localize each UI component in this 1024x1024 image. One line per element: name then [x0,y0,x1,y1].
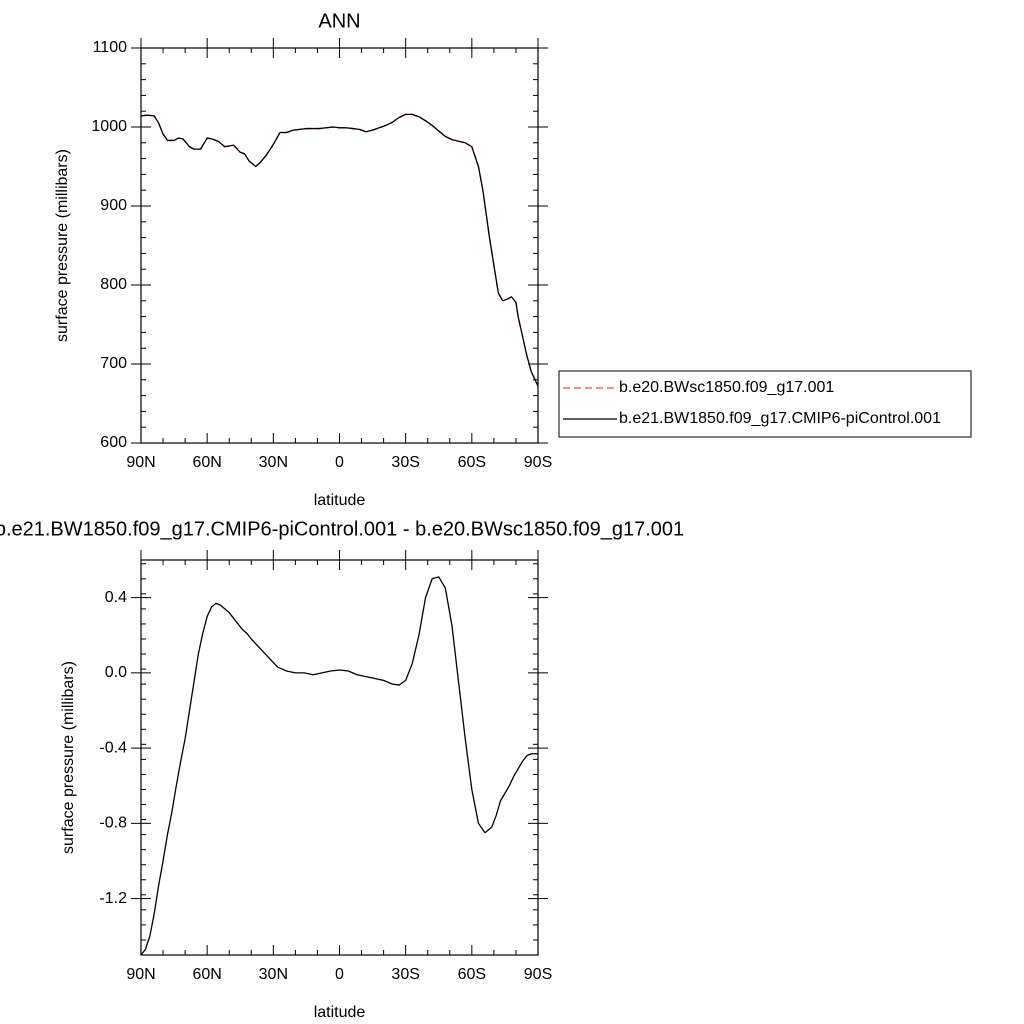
legend-label-2: b.e21.BW1850.f09_g17.CMIP6-piControl.001 [619,410,941,427]
legend: b.e20.BWsc1850.f09_g17.001 b.e21.BW1850.f… [558,370,972,438]
y-tick-label: 700 [100,355,127,372]
series-line-1 [141,576,538,955]
legend-label-1: b.e20.BWsc1850.f09_g17.001 [619,379,834,396]
series-line-1 [141,113,538,387]
x-tick-label: 30S [391,966,419,983]
y-tick-label: 1100 [93,39,128,56]
plot-frame [140,559,539,956]
x-tick-label: 30N [259,966,288,983]
y-tick-label: 600 [100,434,127,451]
x-tick-label: 90S [524,454,552,471]
chart-panel-2: b.e21.BW1850.f09_g17.CMIP6-piControl.001… [0,518,684,1021]
chart-panel-1: ANN 90N 60N 30N 0 30S 60S 90S 600 700 800 900 1000 11… [54,10,972,509]
y-tick-label: -0.8 [99,815,127,832]
x-axis-label: latitude [314,1004,366,1021]
y-tick-label: 0.0 [105,664,127,681]
y-axis-label: surface pressure (millibars) [54,149,71,342]
x-axis-label: latitude [314,492,366,509]
series-line-2 [141,113,538,387]
y-tick-label: 1000 [91,118,127,135]
x-tick-label: 90S [524,966,552,983]
x-tick-label: 0 [335,966,344,983]
x-tick-label: 30S [391,454,419,471]
x-tick-label: 60N [192,966,221,983]
x-tick-label: 60N [192,454,221,471]
y-tick-label: -0.4 [99,739,127,756]
y-tick-label: -1.2 [99,890,127,907]
y-axis-label: surface pressure (millibars) [60,661,77,854]
plot-frame [140,47,539,444]
y-tick-label: 800 [100,276,127,293]
y-tick-label: 900 [100,197,127,214]
chart-title: ANN [318,10,360,32]
x-tick-label: 60S [458,966,486,983]
x-tick-label: 60S [458,454,486,471]
y-tick-label: 0.4 [105,589,127,606]
legend-box [558,370,972,438]
x-tick-label: 90N [126,966,155,983]
x-tick-label: 90N [126,454,155,471]
x-tick-label: 30N [259,454,288,471]
x-tick-label: 0 [335,454,344,471]
chart-title: b.e21.BW1850.f09_g17.CMIP6-piControl.001… [0,518,684,540]
